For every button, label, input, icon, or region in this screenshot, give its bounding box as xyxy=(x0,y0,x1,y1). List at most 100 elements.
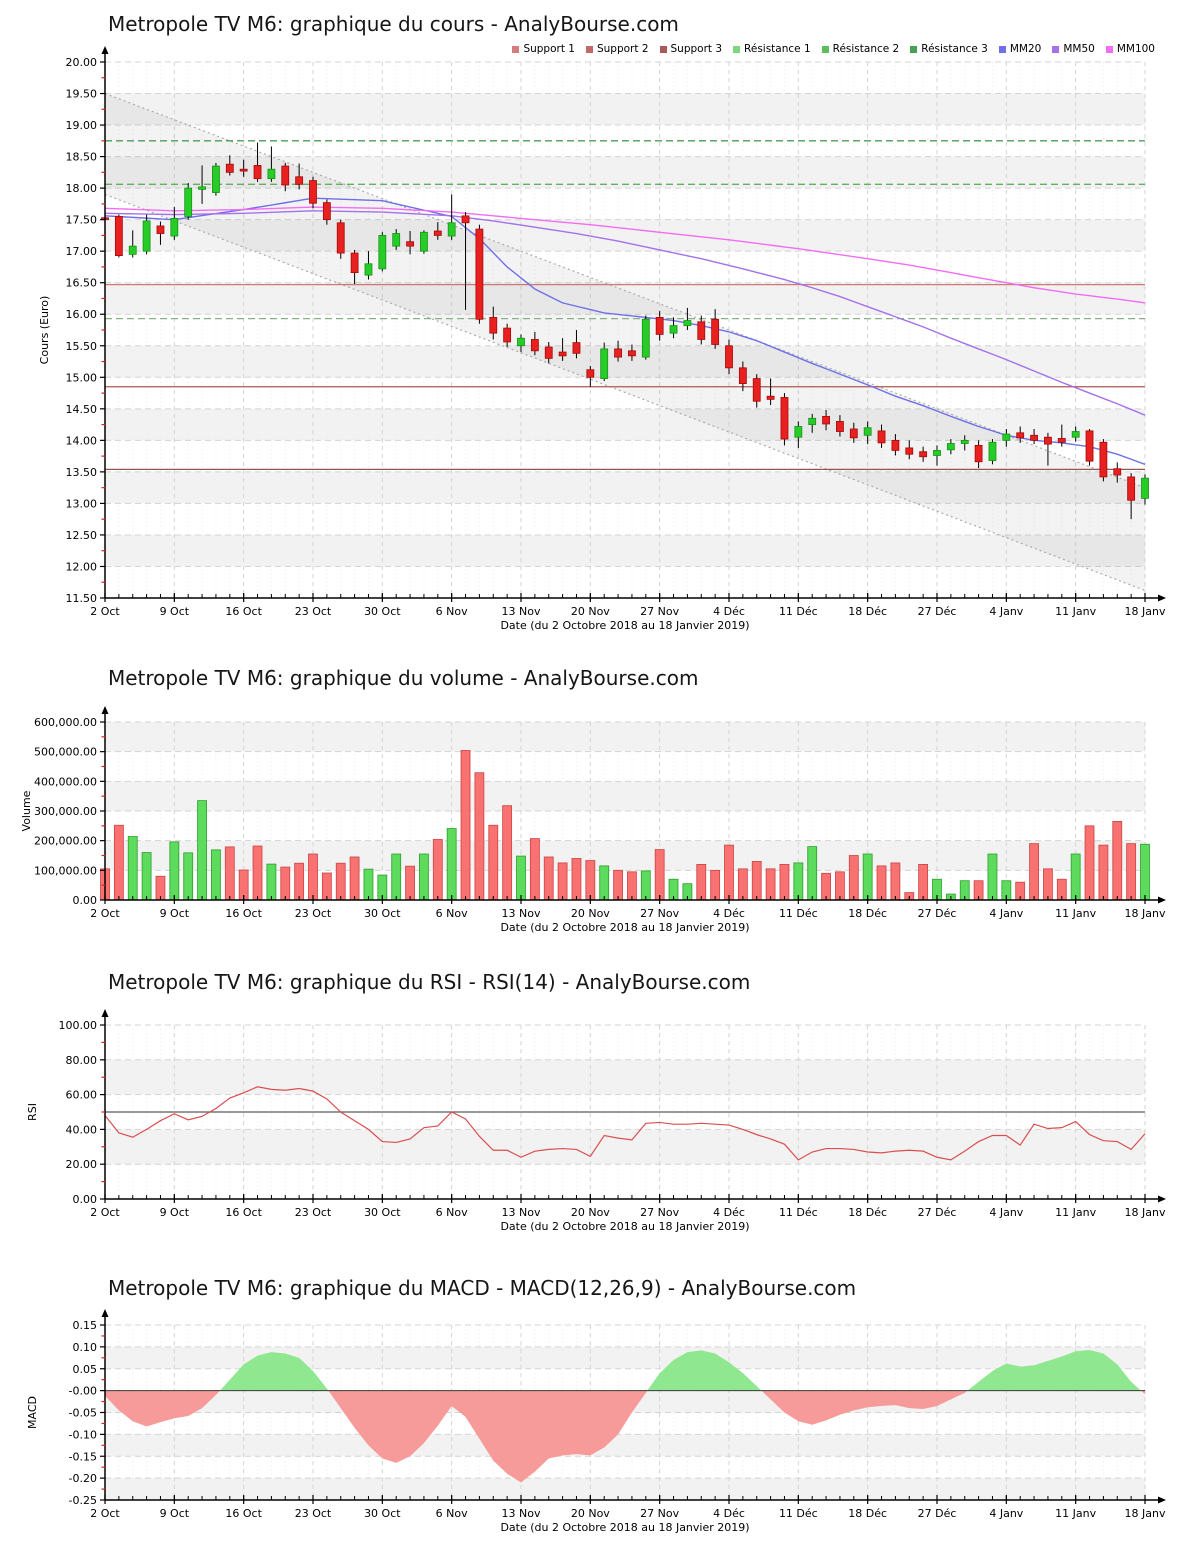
macd-negative-area xyxy=(761,1390,968,1425)
y-tick-label: 300,000.00 xyxy=(34,805,97,818)
volume-bar xyxy=(335,862,346,901)
x-tick-label: 2 Oct xyxy=(90,1206,120,1219)
legend-label: Résistance 1 xyxy=(744,43,811,55)
x-tick-label: 27 Déc xyxy=(918,1206,957,1219)
y-tick-label: 15.50 xyxy=(66,340,98,353)
x-tick-label: 30 Oct xyxy=(364,1206,401,1219)
volume-bar xyxy=(169,841,180,901)
x-tick-label: 16 Oct xyxy=(225,605,262,618)
x-tick-label: 18 Déc xyxy=(848,1206,887,1219)
volume-bar xyxy=(349,856,360,901)
volume-bar xyxy=(321,872,332,901)
candle xyxy=(1113,468,1122,476)
candle xyxy=(1141,477,1149,499)
candle xyxy=(503,327,512,343)
candle xyxy=(655,316,664,335)
candle xyxy=(267,168,276,180)
price-chart-title: Metropole TV M6: graphique du cours - An… xyxy=(108,12,679,36)
volume-bar xyxy=(1126,843,1137,901)
y-tick-label: 18.00 xyxy=(66,182,98,195)
candle xyxy=(794,426,803,438)
x-tick-label: 18 Déc xyxy=(848,907,887,920)
x-tick-label: 27 Nov xyxy=(640,605,679,618)
volume-bar xyxy=(294,862,305,901)
mm100-line xyxy=(104,206,1146,304)
rsi-axes: 100.00 80.00 60.00 40.00 20.00 0.002 Oct 9 Oct… xyxy=(26,1009,1166,1233)
x-tick-label: 16 Oct xyxy=(225,907,262,920)
candle xyxy=(170,217,179,237)
macd-y-axis-caption: MACD xyxy=(26,1396,39,1429)
candle xyxy=(309,180,317,204)
macd-positive-area xyxy=(647,1350,762,1391)
legend-item-mm100: MM100 xyxy=(1105,43,1155,55)
volume-bar xyxy=(391,853,402,901)
y-tick-label: 20.00 xyxy=(66,56,98,69)
volume-bar xyxy=(835,871,845,901)
volume-bar xyxy=(113,824,124,901)
candle xyxy=(281,165,290,186)
price-y-axis-caption: Cours (Euro) xyxy=(38,296,51,365)
volume-bar xyxy=(987,853,998,901)
volume-bar xyxy=(529,838,540,901)
candle xyxy=(974,444,983,463)
x-tick-label: 20 Nov xyxy=(571,907,610,920)
candle xyxy=(683,320,692,326)
candle xyxy=(919,451,928,458)
volume-bar xyxy=(848,855,859,901)
volume-bar xyxy=(1043,868,1053,901)
y-tick-label: 19.50 xyxy=(66,88,98,101)
x-tick-label: 27 Nov xyxy=(640,1507,679,1520)
candle xyxy=(406,241,414,247)
y-tick-label: 12.00 xyxy=(66,560,98,573)
candle xyxy=(544,346,553,359)
y-tick-label: 16.50 xyxy=(66,277,98,290)
volume-bar xyxy=(474,772,485,901)
candle xyxy=(752,378,761,402)
x-tick-label: 13 Nov xyxy=(502,1507,541,1520)
legend-label: Support 1 xyxy=(523,43,575,55)
x-tick-label: 20 Nov xyxy=(571,1507,610,1520)
x-tick-label: 11 Déc xyxy=(779,907,818,920)
y-tick-label: 0.00 xyxy=(73,1193,98,1206)
candle xyxy=(572,342,581,354)
x-axis-arrow-icon xyxy=(1158,1195,1166,1203)
legend-label: Résistance 3 xyxy=(921,43,988,55)
y-tick-label: -0.25 xyxy=(69,1494,97,1507)
volume-bar xyxy=(211,849,221,901)
y-tick-label: 14.50 xyxy=(66,403,98,416)
y-tick-label: 20.00 xyxy=(66,1158,98,1171)
volume-bar xyxy=(613,869,623,901)
volume-bar xyxy=(183,852,194,901)
y-tick-label: 16.00 xyxy=(66,308,98,321)
candle xyxy=(628,350,636,357)
legend-item-mm20: MM20 xyxy=(998,43,1042,55)
candle xyxy=(1085,430,1094,462)
legend-item-resistance-2: Résistance 2 xyxy=(821,43,899,55)
candle xyxy=(1030,434,1038,441)
candle xyxy=(184,187,193,217)
x-tick-label: 30 Oct xyxy=(364,1507,401,1520)
macd-negative-area xyxy=(328,1390,648,1483)
candle xyxy=(447,222,456,237)
rsi-chart: 100.00 80.00 60.00 40.00 20.00 0.002 Oct 9 Oct… xyxy=(26,1009,1166,1233)
legend-label: MM50 xyxy=(1063,43,1095,55)
candle xyxy=(669,325,678,334)
candle xyxy=(364,263,373,276)
candle xyxy=(946,443,955,451)
x-tick-label: 16 Oct xyxy=(225,1507,262,1520)
candle xyxy=(780,397,789,440)
y-tick-label: 0.10 xyxy=(73,1341,98,1354)
x-tick-label: 4 Déc xyxy=(713,605,745,618)
candle xyxy=(392,233,401,247)
candle xyxy=(697,321,706,340)
candle xyxy=(530,339,539,352)
y-tick-label: 500,000.00 xyxy=(34,746,97,759)
y-axis-arrow-icon xyxy=(101,1009,109,1017)
volume-bar xyxy=(224,846,235,901)
volume-bar xyxy=(696,864,707,901)
legend-label: Support 2 xyxy=(596,43,649,55)
legend-label: MM20 xyxy=(1009,43,1042,55)
candle xyxy=(1057,438,1066,443)
y-tick-label: 100,000.00 xyxy=(34,864,97,877)
